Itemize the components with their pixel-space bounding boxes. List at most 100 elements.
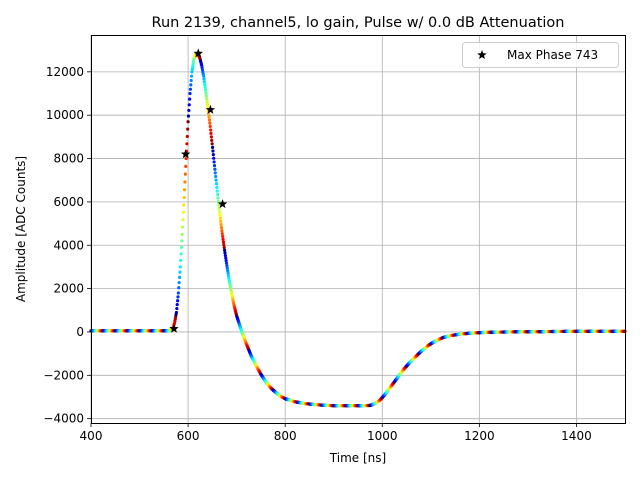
pulse-sample-point xyxy=(183,180,187,184)
max-phase-star xyxy=(180,149,191,159)
max-phase-star xyxy=(169,323,179,333)
x-axis-ticks: 400 600 800 1000 1200 1400 xyxy=(80,423,592,443)
pulse-sample-point xyxy=(211,153,215,157)
x-tick-label: 1400 xyxy=(561,429,592,443)
y-axis-ticks: −4000 −2000 0 2000 4000 6000 8000 10000 12000 xyxy=(43,65,91,426)
pulse-sample-point xyxy=(176,291,180,295)
x-tick-label: 1200 xyxy=(464,429,495,443)
pulse-sample-point xyxy=(207,118,212,122)
pulse-sample-point xyxy=(216,192,220,197)
pulse-sample-point xyxy=(217,210,222,214)
pulse-sample-point xyxy=(185,134,189,139)
pulse-sample-point xyxy=(180,239,184,243)
pulse-sample-point xyxy=(207,115,211,119)
pulse-sample-point xyxy=(221,234,225,239)
pulse-sample-point xyxy=(221,240,226,244)
pulse-sample-point xyxy=(202,74,206,78)
pulse-sample-point xyxy=(178,270,182,274)
pulse-sample-point xyxy=(191,62,195,66)
pulse-sample-point xyxy=(225,266,229,270)
pulse-sample-point xyxy=(188,91,192,96)
pulse-sample-point xyxy=(183,188,187,192)
x-tick-label: 600 xyxy=(177,429,200,443)
pulse-sample-point xyxy=(209,135,213,139)
pulse-sample-point xyxy=(226,269,230,273)
pulse-sample-point xyxy=(216,196,220,200)
pulse-sample-point xyxy=(182,203,186,207)
pulse-sample-point xyxy=(213,171,217,175)
pulse-sample-point xyxy=(174,310,179,315)
pulse-sample-point xyxy=(212,156,216,160)
pulse-sample-point xyxy=(215,185,219,190)
y-tick-label: 10000 xyxy=(46,108,84,122)
pulse-sample-point xyxy=(181,218,185,222)
pulse-sample-point xyxy=(220,229,224,233)
pulse-sample-point xyxy=(205,97,209,101)
pulse-sample-point xyxy=(190,67,194,71)
pulse-sample-point xyxy=(210,138,214,142)
legend-box xyxy=(462,42,619,68)
pulse-sample-point xyxy=(202,80,206,84)
pulse-sample-point xyxy=(216,199,220,204)
pulse-sample-point xyxy=(186,120,190,124)
pulse-sample-point xyxy=(203,85,207,90)
y-axis-label: Amplitude [ADC Counts] xyxy=(14,156,28,302)
pulse-sample-point xyxy=(181,210,186,214)
pulse-sample-point xyxy=(209,131,213,136)
y-tick-label: −2000 xyxy=(43,368,84,382)
legend-entry: Max Phase 743 xyxy=(507,48,598,62)
pulse-sample-point xyxy=(179,252,183,256)
pulse-sample-point xyxy=(213,167,217,171)
pulse-sample-point xyxy=(224,256,228,260)
pulse-sample-point xyxy=(186,127,190,131)
pulse-sample-point xyxy=(205,102,210,106)
pulse-sample-point xyxy=(223,251,227,255)
pulse-sample-point xyxy=(208,124,212,129)
pulse-sample-point xyxy=(215,189,219,193)
pulse-sample-point xyxy=(181,225,185,229)
pulse-sample-point xyxy=(176,295,180,299)
pulse-sample-point xyxy=(177,280,181,285)
pulse-sample-point xyxy=(182,195,186,200)
pulse-sample-point xyxy=(222,245,226,250)
pulse-sample-point xyxy=(185,142,189,146)
x-tick-label: 400 xyxy=(80,429,103,443)
pulse-sample-point xyxy=(204,94,208,98)
pulse-sample-point xyxy=(183,172,187,176)
pulse-sample-point xyxy=(189,83,193,87)
pulse-sample-point xyxy=(226,273,231,278)
pulse-sample-point xyxy=(220,232,224,236)
pulse-sample-point xyxy=(178,265,182,269)
y-tick-label: 12000 xyxy=(46,65,84,79)
pulse-sample-point xyxy=(219,219,223,223)
grid-lines xyxy=(90,35,625,423)
pulse-sample-point xyxy=(219,222,223,227)
y-tick-label: −4000 xyxy=(43,412,84,426)
pulse-sample-point xyxy=(202,77,206,81)
pulse-sample-point xyxy=(219,225,224,230)
pulse-sample-point xyxy=(177,286,181,290)
pulse-sample-point xyxy=(214,178,218,182)
pulse-sample-point xyxy=(179,245,184,250)
pulse-sample-point xyxy=(226,271,230,275)
pulse-sample-point xyxy=(208,121,212,125)
pulse-sample-point xyxy=(218,216,222,220)
pulse-sample-point xyxy=(189,78,193,83)
pulse-sample-point xyxy=(209,128,213,132)
plot-frame xyxy=(91,35,626,424)
pulse-sample-point xyxy=(187,103,191,107)
pulse-sample-point xyxy=(212,163,217,168)
pulse-sample-point xyxy=(203,83,207,87)
max-phase-markers xyxy=(169,48,228,333)
pulse-sample-point xyxy=(184,164,188,168)
y-tick-label: 0 xyxy=(76,325,84,339)
pulse-sample-point xyxy=(227,276,231,280)
pulse-sample-point xyxy=(184,156,188,161)
x-tick-label: 800 xyxy=(274,429,297,443)
chart-title: Run 2139, channel5, lo gain, Pulse w/ 0.… xyxy=(152,15,565,31)
pulse-sample-point xyxy=(224,261,229,265)
pulse-sample-point xyxy=(223,248,227,252)
pulse-sample-point xyxy=(179,258,183,263)
max-phase-star xyxy=(217,199,228,209)
